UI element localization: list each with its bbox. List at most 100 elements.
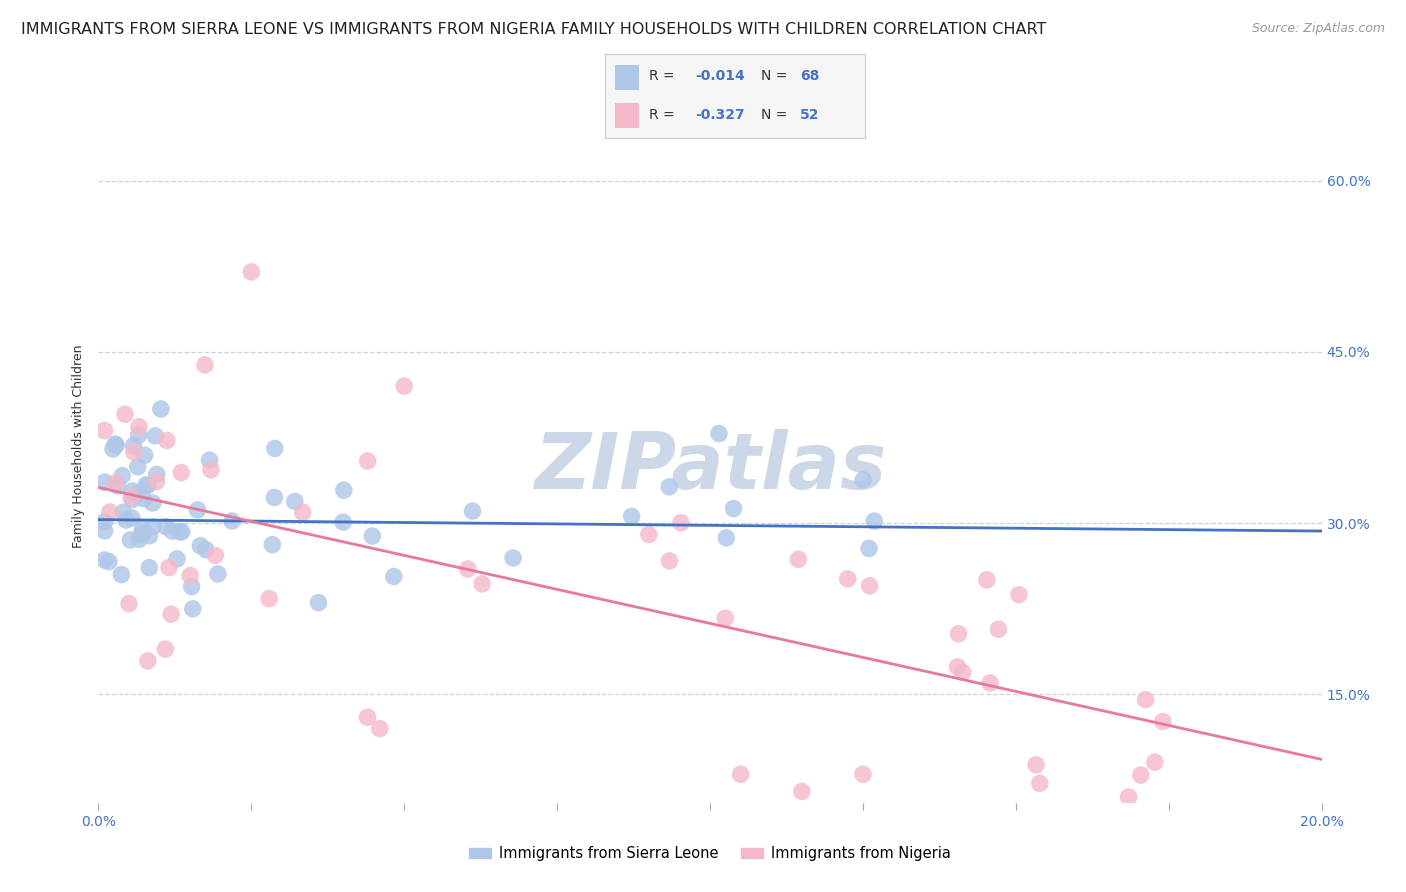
Point (136, 654, 159, 668)
Point (1143, 755, 1166, 769)
Point (1008, 588, 1031, 602)
Point (946, 660, 969, 674)
Point (620, 509, 643, 524)
Point (194, 542, 217, 557)
Point (145, 475, 167, 489)
Point (93, 515, 115, 529)
Point (392, 379, 416, 393)
Point (787, 552, 810, 566)
Point (107, 479, 129, 493)
Point (194, 358, 217, 372)
Point (149, 402, 172, 417)
Point (121, 492, 143, 507)
Text: R =: R = (650, 109, 679, 122)
Point (1129, 768, 1152, 782)
Point (976, 573, 998, 587)
Point (291, 505, 314, 519)
Point (1135, 692, 1157, 706)
Point (155, 642, 177, 657)
Point (122, 445, 145, 459)
Point (361, 529, 384, 543)
Point (93, 475, 115, 489)
Point (187, 503, 209, 517)
Point (121, 483, 143, 498)
Point (461, 504, 484, 518)
Point (142, 496, 165, 510)
Point (730, 767, 752, 781)
Point (200, 463, 222, 477)
Point (368, 722, 391, 736)
Point (332, 515, 354, 529)
Point (170, 466, 193, 480)
Point (837, 572, 859, 586)
Point (97, 555, 120, 569)
Point (112, 505, 135, 519)
Point (333, 483, 356, 498)
Point (115, 513, 138, 527)
Point (637, 527, 661, 541)
Point (127, 487, 149, 501)
Point (240, 265, 263, 279)
Point (132, 491, 155, 506)
Point (138, 529, 160, 543)
Point (502, 550, 524, 565)
Text: -0.014: -0.014 (696, 70, 745, 83)
Point (138, 560, 160, 574)
Point (1152, 714, 1174, 729)
Text: R =: R = (650, 70, 679, 83)
Point (118, 597, 141, 611)
Point (1025, 757, 1047, 772)
Text: N =: N = (761, 70, 792, 83)
Point (135, 478, 157, 492)
Point (948, 627, 970, 641)
Point (714, 611, 737, 625)
Point (146, 467, 169, 482)
Point (257, 591, 280, 606)
Point (93, 424, 115, 438)
Point (169, 524, 191, 539)
Point (104, 437, 127, 451)
Point (263, 442, 285, 456)
Bar (614, 103, 638, 128)
Point (120, 490, 142, 504)
Point (162, 524, 184, 538)
Point (207, 566, 229, 581)
Point (979, 676, 1001, 690)
Point (156, 434, 179, 448)
Point (142, 520, 165, 534)
Text: 52: 52 (800, 109, 820, 122)
Point (858, 541, 880, 556)
Point (852, 767, 875, 781)
Point (179, 568, 201, 582)
Point (128, 533, 150, 547)
Point (181, 601, 204, 615)
Point (198, 453, 221, 467)
Point (952, 665, 974, 680)
Point (101, 442, 124, 456)
Point (180, 580, 202, 594)
Point (131, 520, 153, 534)
Point (98, 505, 121, 519)
Point (120, 533, 142, 547)
Point (284, 494, 307, 508)
Point (987, 622, 1010, 636)
Point (134, 448, 156, 462)
Point (723, 501, 745, 516)
Point (114, 407, 136, 421)
Point (131, 526, 153, 541)
Point (382, 569, 405, 583)
Point (790, 784, 813, 798)
Point (128, 419, 150, 434)
Bar (614, 64, 638, 90)
Text: ZIPatlas: ZIPatlas (534, 429, 886, 506)
Point (863, 514, 886, 528)
Point (157, 560, 180, 574)
Point (155, 519, 177, 533)
Point (356, 454, 378, 468)
Point (859, 579, 882, 593)
Point (122, 438, 145, 452)
Point (852, 473, 875, 487)
Point (1118, 790, 1140, 805)
Point (104, 475, 127, 490)
Point (93, 553, 115, 567)
